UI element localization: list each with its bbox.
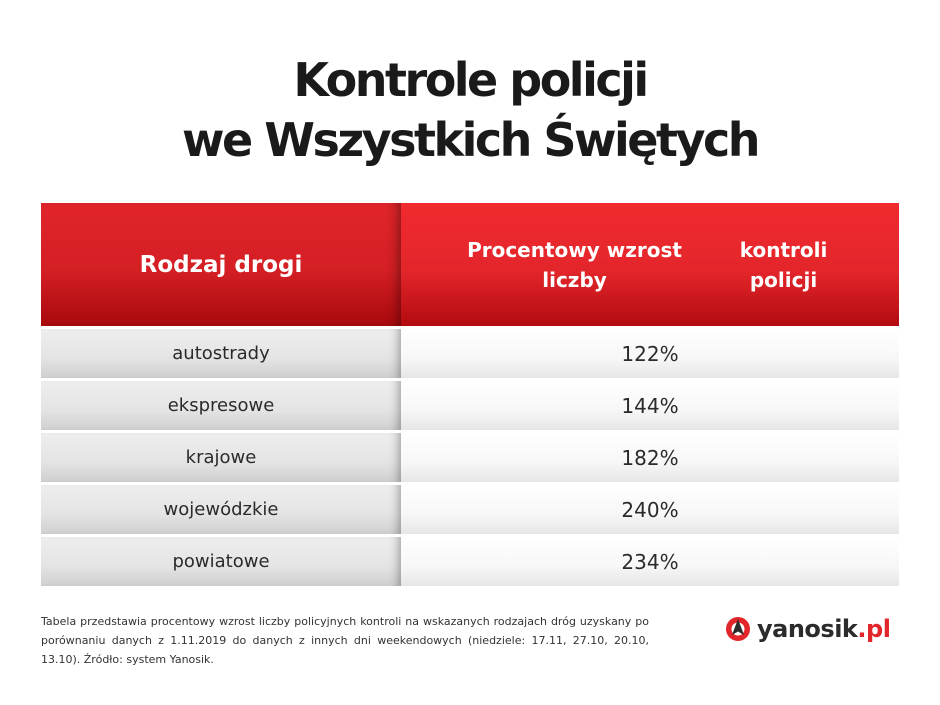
page-title-line-1: Kontrole policji [293,53,649,107]
data-table: Rodzaj drogi Procentowy wzrost liczby ko… [41,203,899,586]
yanosik-logo-icon [726,617,750,641]
road-type-cell: powiatowe [41,537,401,586]
road-type-cell: krajowe [41,433,401,482]
yanosik-logo: yanosik.pl [725,611,891,647]
logo-tld: .pl [857,615,891,643]
column-header-percent-increase: Procentowy wzrost liczby kontroli policj… [401,203,899,326]
page-title-line-2: we Wszystkich Świętych [182,113,760,167]
table-row: autostrady 122% [41,326,899,378]
column-header-percent-increase-line-1: Procentowy wzrost liczby [467,237,682,292]
percent-cell: 144% [401,381,899,430]
table-header: Rodzaj drogi Procentowy wzrost liczby ko… [41,203,899,326]
road-type-cell: ekspresowe [41,381,401,430]
yanosik-logo-wordmark: yanosik.pl [757,615,891,643]
percent-cell: 234% [401,537,899,586]
table-row: krajowe 182% [41,430,899,482]
table-row: ekspresowe 144% [41,378,899,430]
road-type-cell: wojewódzkie [41,485,401,534]
page-title: Kontrole policji we Wszystkich Świętych [0,50,940,170]
percent-cell: 240% [401,485,899,534]
table-row: wojewódzkie 240% [41,482,899,534]
source-footnote: Tabela przedstawia procentowy wzrost lic… [41,615,649,666]
logo-name: yanosik [757,615,858,643]
road-type-cell: autostrady [41,329,401,378]
column-header-percent-increase-line-2: kontroli policji [739,237,828,292]
table-row: powiatowe 234% [41,534,899,586]
column-header-road-type: Rodzaj drogi [41,203,401,326]
percent-cell: 182% [401,433,899,482]
percent-cell: 122% [401,329,899,378]
